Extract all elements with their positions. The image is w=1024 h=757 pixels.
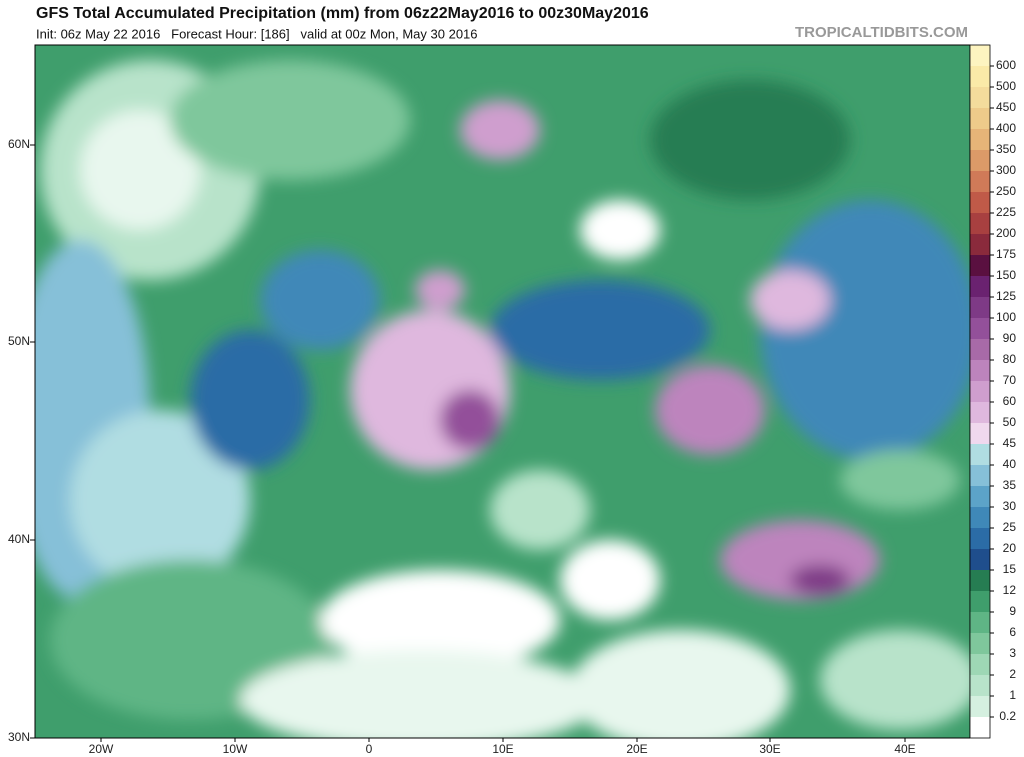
colorbar-label: 125 [996, 289, 1016, 303]
lon-label: 10E [492, 742, 513, 756]
colorbar-label: 225 [996, 205, 1016, 219]
colorbar-cell [970, 654, 990, 676]
colorbar-cell [970, 171, 990, 193]
colorbar-label: 60 [1003, 394, 1017, 408]
colorbar-label: 150 [996, 268, 1016, 282]
colorbar-cell [970, 381, 990, 403]
colorbar-label: 500 [996, 79, 1016, 93]
lat-label: 60N [8, 137, 30, 151]
colorbar-cell [970, 213, 990, 235]
colorbar-cell [970, 549, 990, 571]
colorbar-frame [969, 44, 991, 739]
colorbar-cell [970, 591, 990, 613]
brand: TROPICALTIDBITS.COM [795, 24, 968, 41]
lat-label: 30N [8, 730, 30, 744]
colorbar-label: 45 [1003, 436, 1017, 450]
colorbar-cell [970, 129, 990, 151]
colorbar-label: 450 [996, 100, 1016, 114]
colorbar-cell [970, 444, 990, 466]
lon-label: 0 [366, 742, 373, 756]
colorbar-label: 1 [1009, 688, 1016, 702]
colorbar-label: 25 [1003, 520, 1017, 534]
colorbar-label: 2 [1009, 667, 1016, 681]
colorbar-cell [970, 465, 990, 487]
colorbar-label: 350 [996, 142, 1016, 156]
colorbar-cell [970, 66, 990, 88]
colorbar-cell [970, 276, 990, 298]
colorbar-cell [970, 339, 990, 361]
colorbar-label: 300 [996, 163, 1016, 177]
colorbar-cell [970, 696, 990, 718]
colorbar-label: 15 [1003, 562, 1017, 576]
colorbar-label: 100 [996, 310, 1016, 324]
colorbar-cell [970, 507, 990, 529]
colorbar-label: 50 [1003, 415, 1017, 429]
colorbar-cell [970, 570, 990, 592]
colorbar-cell [970, 318, 990, 340]
colorbar-label: 20 [1003, 541, 1017, 555]
colorbar-cell [970, 633, 990, 655]
colorbar-cell [970, 108, 990, 130]
colorbar-cell [970, 486, 990, 508]
colorbar-cell [970, 255, 990, 277]
title: GFS Total Accumulated Precipitation (mm)… [36, 5, 649, 22]
colorbar-label: 80 [1003, 352, 1017, 366]
lon-label: 30E [759, 742, 780, 756]
colorbar-label: 35 [1003, 478, 1017, 492]
colorbar-label: 0.2 [999, 709, 1016, 723]
colorbar-label: 175 [996, 247, 1016, 261]
colorbar-label: 3 [1009, 646, 1016, 660]
colorbar-cell [970, 87, 990, 109]
lon-label: 20W [89, 742, 114, 756]
colorbar-label: 250 [996, 184, 1016, 198]
colorbar-cell [970, 150, 990, 172]
lat-label: 40N [8, 532, 30, 546]
colorbar-label: 400 [996, 121, 1016, 135]
colorbar-cell [970, 45, 990, 67]
colorbar-cell [970, 612, 990, 634]
axes: 60N 50N 40N 30N 20W 10W 0 10E 20E 30E 40E [8, 137, 916, 756]
colorbar-label: 200 [996, 226, 1016, 240]
colorbar-cell [970, 297, 990, 319]
lat-label: 50N [8, 334, 30, 348]
colorbar-label: 600 [996, 58, 1016, 72]
subtitle: Init: 06z May 22 2016 Forecast Hour: [18… [36, 26, 478, 41]
colorbar-cell [970, 402, 990, 424]
colorbar-cell [970, 423, 990, 445]
lon-label: 40E [894, 742, 915, 756]
colorbar-cell [970, 360, 990, 382]
colorbar-cell [970, 675, 990, 697]
colorbar-label: 6 [1009, 625, 1016, 639]
colorbar-label: 9 [1009, 604, 1016, 618]
colorbar: 6005004504003503002502252001751501251009… [969, 44, 1017, 739]
colorbar-label: 12 [1003, 583, 1017, 597]
lon-label: 10W [223, 742, 248, 756]
colorbar-label: 90 [1003, 331, 1017, 345]
colorbar-cell [970, 234, 990, 256]
colorbar-cell [970, 192, 990, 214]
colorbar-cell [970, 717, 990, 739]
lon-label: 20E [626, 742, 647, 756]
colorbar-label: 40 [1003, 457, 1017, 471]
colorbar-label: 30 [1003, 499, 1017, 513]
precip-field [35, 45, 970, 738]
colorbar-cell [970, 528, 990, 550]
colorbar-label: 70 [1003, 373, 1017, 387]
